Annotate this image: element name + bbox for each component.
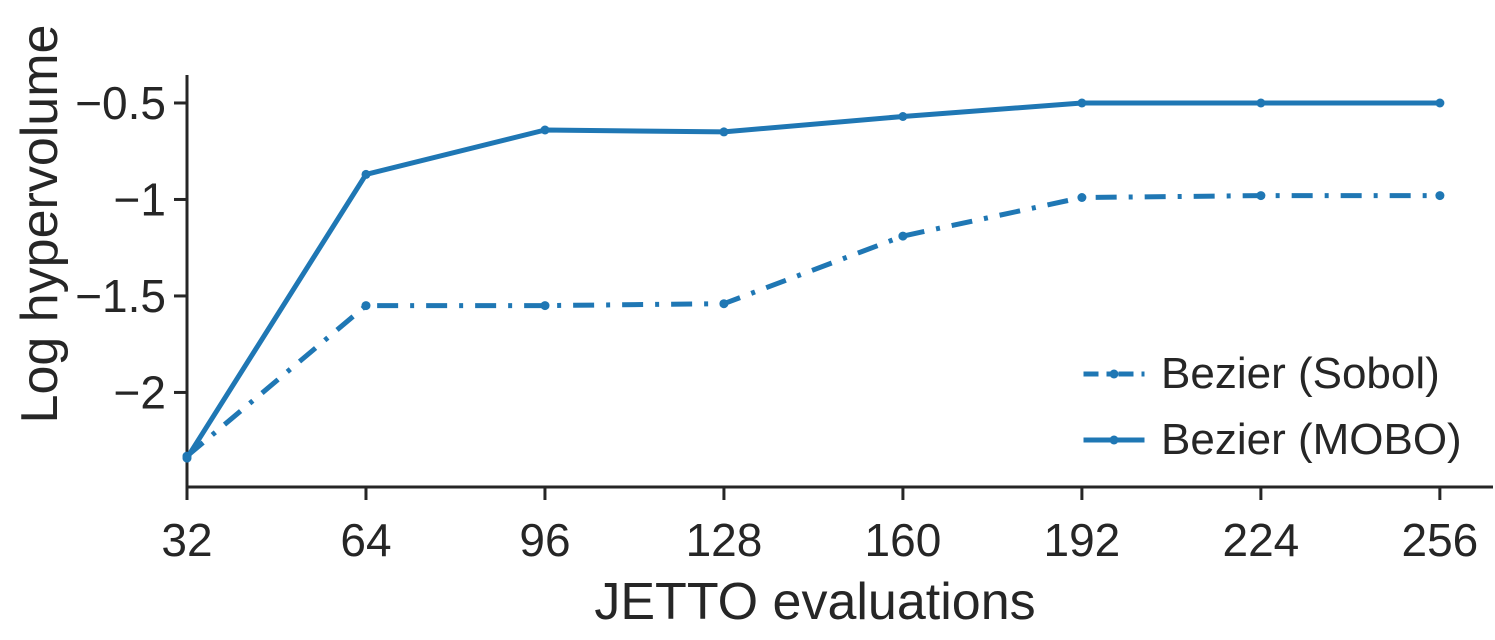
data-point-bezier-sobol [1256,191,1266,201]
data-point-bezier-mobo [1435,98,1445,108]
legend-label-bezier-sobol: Bezier (Sobol) [1161,349,1440,398]
y-tick-label: −1.5 [75,270,166,322]
x-tick-label: 224 [1223,514,1300,566]
data-point-bezier-sobol [898,231,908,241]
data-point-bezier-mobo [361,169,371,179]
data-point-bezier-mobo [540,125,550,135]
legend-marker-bezier-sobol [1109,369,1119,379]
y-tick-label: −2 [114,366,166,418]
legend-marker-bezier-mobo [1109,435,1119,445]
x-tick-label: 64 [340,514,391,566]
x-tick-label: 96 [519,514,570,566]
y-tick-label: −0.5 [75,77,166,129]
data-point-bezier-mobo [898,112,908,121]
data-point-bezier-sobol [1077,193,1087,202]
y-axis-label: Log hypervolume [11,24,69,424]
data-point-bezier-sobol [540,301,550,311]
legend-item-bezier-sobol: Bezier (Sobol) [1082,341,1462,407]
x-tick-label: 128 [686,514,763,566]
legend-item-bezier-mobo: Bezier (MOBO) [1082,407,1462,473]
series-line-bezier-mobo [184,100,1440,460]
x-axis-label: JETTO evaluations [594,573,1036,631]
data-point-bezier-mobo [719,127,729,137]
legend-dashdot-line-icon [1083,369,1145,379]
x-tick-label: 192 [1044,514,1121,566]
data-point-bezier-sobol [719,299,729,309]
data-point-bezier-mobo [1077,98,1087,108]
legend-label-bezier-mobo: Bezier (MOBO) [1161,415,1462,464]
x-tick-label: 256 [1401,514,1478,566]
data-point-bezier-mobo [1256,98,1266,108]
x-tick-label: 160 [865,514,942,566]
data-point-bezier-sobol [1435,191,1445,201]
series-line-bezier-sobol [185,193,1440,459]
data-point-bezier-mobo [182,453,192,463]
y-tick-label: −1 [114,173,166,225]
x-tick-label: 32 [161,514,212,566]
legend-solid-line-icon [1083,435,1145,445]
chart-legend: Bezier (Sobol) Bezier (MOBO) [1082,341,1462,473]
data-point-bezier-sobol [361,301,371,311]
